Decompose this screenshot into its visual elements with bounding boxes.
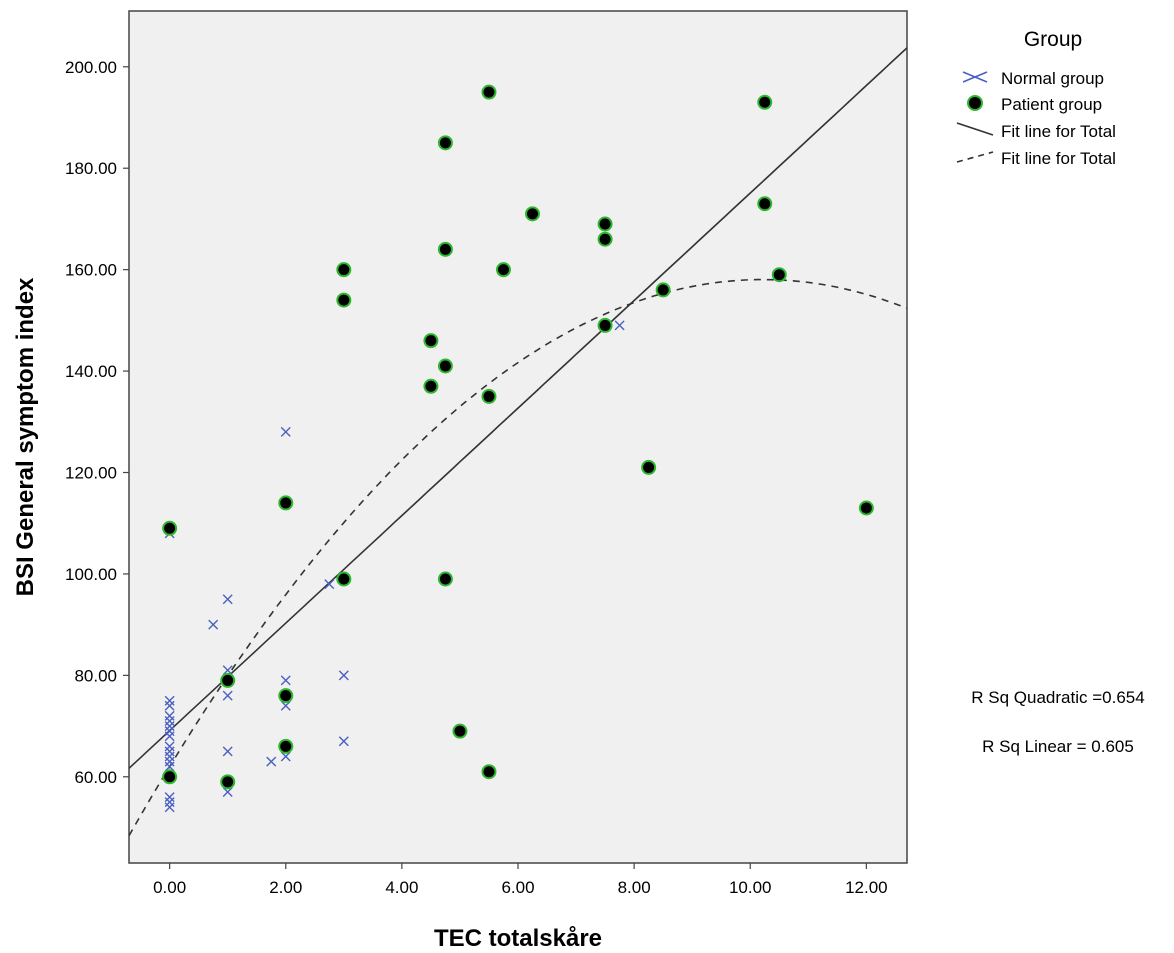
filled-circle-icon: [967, 95, 983, 111]
y-tick-label: 200.00: [65, 58, 117, 77]
patient-group-point: [336, 571, 352, 587]
y-tick-label: 180.00: [65, 159, 117, 178]
plot-area: [128, 10, 908, 864]
patient-group-point: [437, 358, 453, 374]
patient-group-point: [278, 495, 294, 511]
normal-group-point: [222, 690, 233, 701]
patient-group-point: [437, 241, 453, 257]
normal-group-point: [614, 320, 625, 331]
normal-group-point: [222, 787, 233, 797]
normal-group-point: [222, 746, 233, 757]
patient-group-point: [858, 500, 874, 516]
y-axis-title: BSI General symptom index: [12, 277, 39, 596]
patient-group-point: [757, 94, 773, 110]
normal-group-point: [280, 700, 291, 711]
y-tick-label: 80.00: [74, 666, 117, 685]
solid-line-icon: [956, 122, 994, 136]
r-sq-quadratic-label: R Sq Quadratic =0.654: [971, 688, 1144, 707]
patient-group-point: [655, 282, 671, 298]
patient-group-point: [481, 84, 497, 100]
x-tick-label: 6.00: [501, 878, 534, 897]
x-axis: 0.00 2.00 4.00 6.00 8.00 10.00 12.00: [153, 863, 888, 897]
legend-item-label: Normal group: [1001, 69, 1104, 88]
linear-fit-line: [129, 47, 907, 769]
normal-group-point: [338, 670, 349, 681]
normal-group-point: [164, 802, 175, 813]
normal-group-point: [280, 426, 291, 437]
normal-group-point: [280, 751, 291, 762]
normal-group-point: [222, 594, 233, 605]
patient-group-point: [162, 769, 178, 785]
normal-group-point: [280, 675, 291, 686]
normal-group-point: [164, 700, 175, 711]
patient-group-point: [757, 196, 773, 212]
patient-group-point: [437, 571, 453, 587]
normal-group-point: [164, 731, 175, 742]
x-tick-label: 10.00: [729, 878, 772, 897]
quadratic-fit-line: [129, 278, 907, 837]
legend-title: Group: [1024, 28, 1082, 51]
fit-lines: [129, 47, 907, 837]
normal-group-point: [324, 579, 335, 590]
patient-group-point: [481, 764, 497, 780]
legend-item-label: Fit line for Total: [1001, 149, 1116, 168]
x-axis-title: TEC totalskåre: [434, 925, 602, 952]
y-tick-label: 140.00: [65, 362, 117, 381]
x-tick-label: 0.00: [153, 878, 186, 897]
legend-item: Normal group: [962, 69, 1104, 88]
patient-group-point: [597, 216, 613, 232]
normal-group-point: [338, 736, 349, 747]
x-tick-label: 12.00: [845, 878, 888, 897]
patient-group-point: [437, 135, 453, 151]
patient-group-point: [336, 292, 352, 308]
x-tick-label: 4.00: [385, 878, 418, 897]
patient-group-point: [481, 388, 497, 404]
y-tick-label: 120.00: [65, 464, 117, 483]
normal-group-point: [208, 619, 219, 630]
x-icon: [962, 71, 988, 83]
y-tick-label: 160.00: [65, 261, 117, 280]
y-tick-label: 60.00: [74, 768, 117, 787]
dashed-line-icon: [956, 151, 994, 163]
patient-group-point: [641, 459, 657, 475]
patient-group-point: [597, 317, 613, 333]
r-sq-linear-label: R Sq Linear = 0.605: [982, 737, 1134, 756]
patient-group-point: [495, 262, 511, 278]
patient-group-point: [525, 206, 541, 222]
legend-item: Fit line for Total: [956, 122, 1116, 141]
x-tick-label: 8.00: [618, 878, 651, 897]
patient-group-point: [336, 262, 352, 278]
patient-group-point: [423, 378, 439, 394]
x-tick-label: 2.00: [269, 878, 302, 897]
y-axis: 60.00 80.00 100.00 120.00 140.00 160.00 180.00…: [65, 58, 129, 787]
legend-item: Fit line for Total: [956, 149, 1116, 168]
patient-group-point: [278, 738, 294, 754]
patient-group-point: [162, 520, 178, 536]
patient-group-point: [220, 774, 236, 790]
patient-group-point: [452, 723, 468, 739]
legend-item: Patient group: [967, 95, 1102, 114]
data-points: [162, 84, 874, 813]
legend-item-label: Patient group: [1001, 95, 1102, 114]
patient-group-point: [220, 672, 236, 688]
normal-group-point: [164, 761, 175, 772]
normal-group-point: [222, 665, 233, 676]
patient-group-point: [423, 333, 439, 349]
legend: Group Normal group Patient group Fit line …: [956, 28, 1116, 168]
y-tick-label: 100.00: [65, 565, 117, 584]
patient-group-point: [771, 267, 787, 283]
legend-item-label: Fit line for Total: [1001, 122, 1116, 141]
patient-group-point: [597, 231, 613, 247]
normal-group-point: [266, 756, 277, 767]
patient-group-point: [278, 688, 294, 704]
